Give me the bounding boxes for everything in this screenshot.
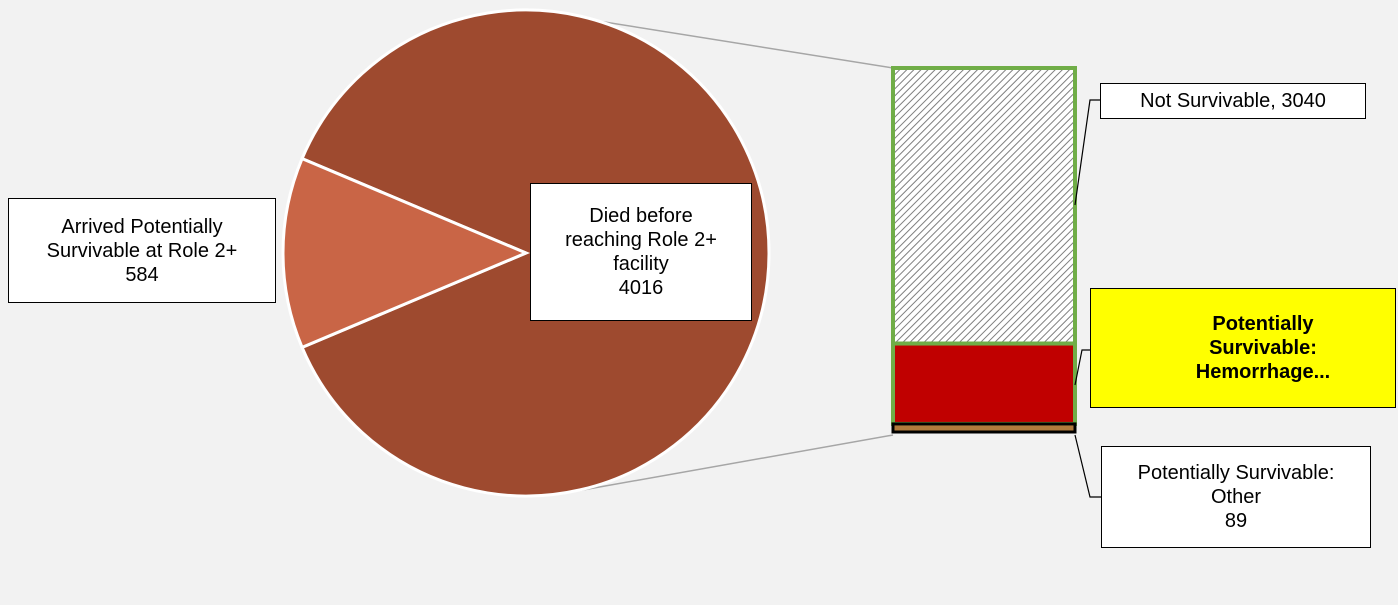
label-line: Potentially <box>1212 313 1314 335</box>
bar-segment-not-survivable <box>891 66 1077 346</box>
leader-not-survivable <box>1074 99 1100 206</box>
label-line: Survivable at Role 2+ <box>46 239 238 262</box>
bar-segment-other <box>891 422 1077 434</box>
label-line: Potentially Survivable: <box>1137 462 1335 484</box>
leader-other <box>1074 434 1101 498</box>
connector-bottom <box>576 434 894 492</box>
bar-label-hemorrhage: Potentially Survivable: Hemorrhage... <box>1090 288 1396 408</box>
leader-hemorrhage <box>1074 349 1090 386</box>
bar-label-other: Potentially Survivable: Other 89 <box>1101 446 1371 548</box>
label-line: Not Survivable, 3040 <box>1140 90 1326 112</box>
label-value: 584 <box>125 263 159 286</box>
bar-segment-hemorrhage <box>891 341 1077 426</box>
label-line: Hemorrhage... <box>1195 361 1331 383</box>
pie-label-arrived-role2: Arrived Potentially Survivable at Role 2… <box>8 198 276 303</box>
label-line: Survivable: <box>1209 337 1317 359</box>
bar-label-not-survivable: Not Survivable, 3040 <box>1100 83 1366 119</box>
label-line: Arrived Potentially <box>61 215 223 238</box>
label-value: 89 <box>1224 510 1248 532</box>
label-line: reaching Role 2+ <box>565 229 717 251</box>
label-value: 4016 <box>618 277 664 299</box>
pie-slice-arrived-role2 <box>281 156 530 350</box>
pie-label-died-before-role2: Died before reaching Role 2+ facility 40… <box>530 183 752 321</box>
label-line: Died before <box>589 205 693 227</box>
label-line: facility <box>613 253 669 275</box>
label-line: Other <box>1210 486 1262 508</box>
